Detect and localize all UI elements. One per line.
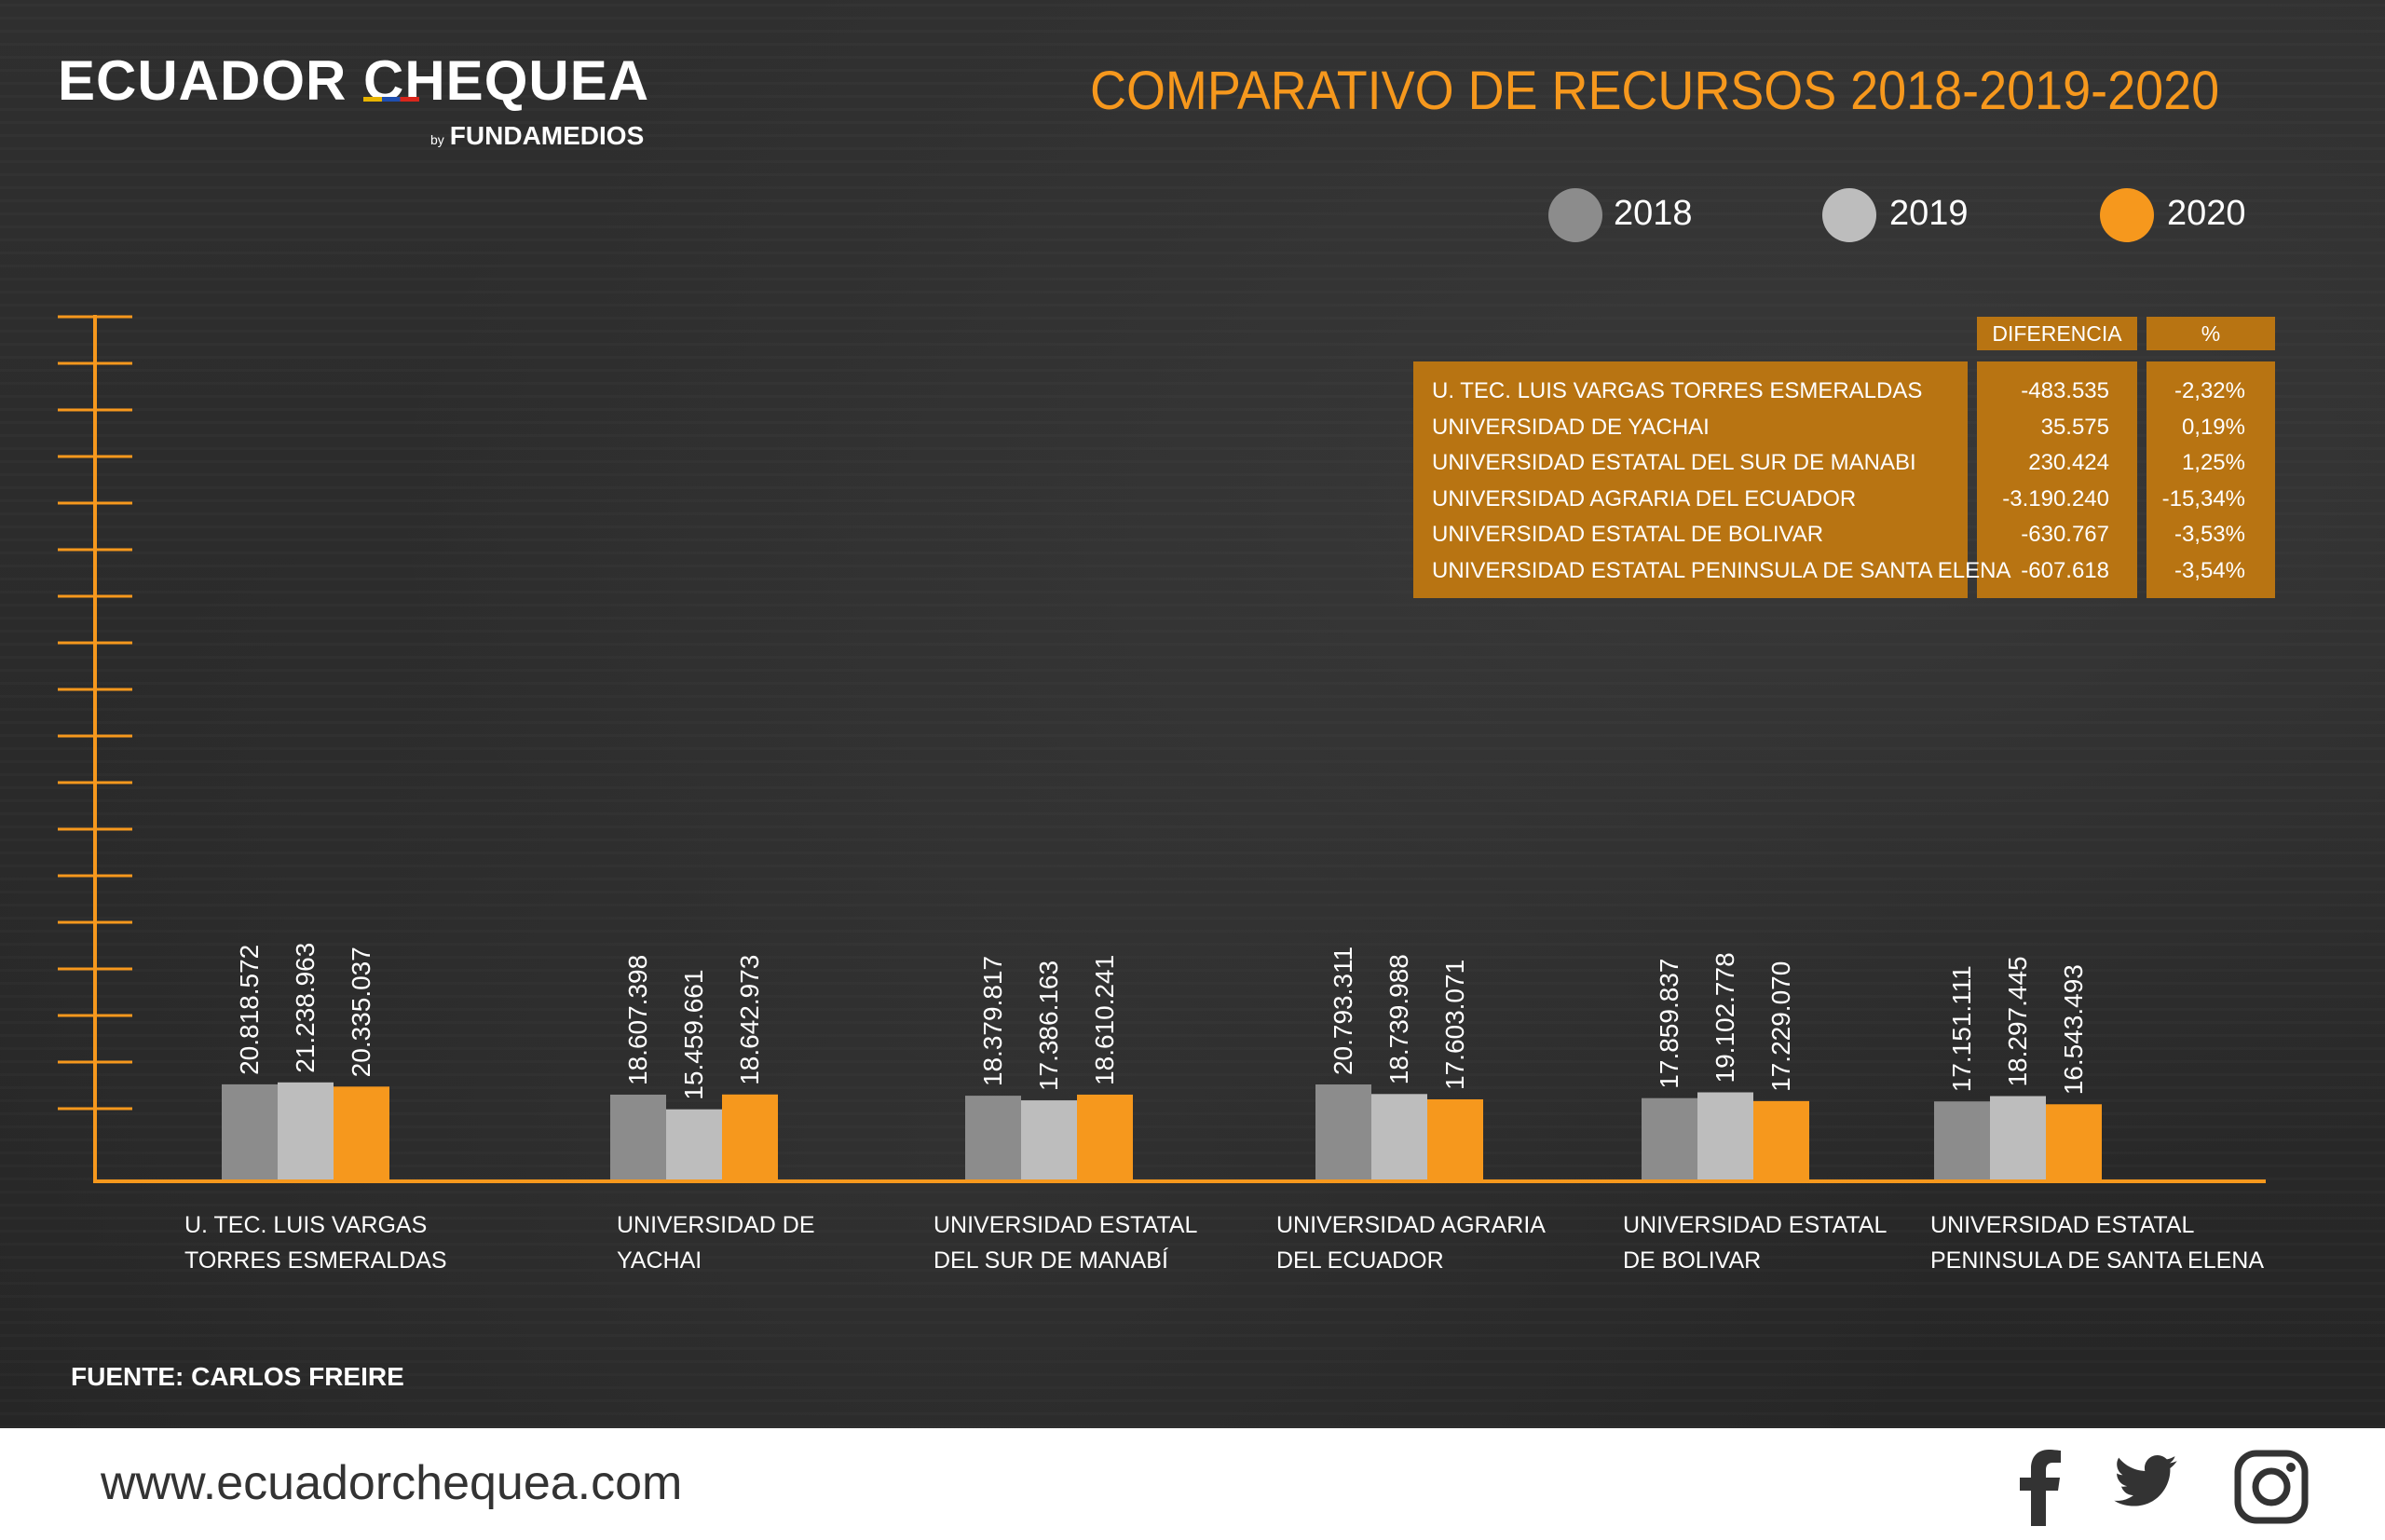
bar-2019 [278,1082,334,1181]
table-row-diff: -3.190.240 [2002,485,2109,511]
legend-dot-2020 [2100,188,2154,242]
table-row-diff: 35.575 [2040,414,2109,440]
table-row-diff: -630.767 [2021,522,2109,547]
category-label: U. TEC. LUIS VARGAS TORRES ESMERALDAS [184,1212,447,1274]
table-row-pct: 0,19% [2181,414,2245,440]
table-pct-box [2146,361,2275,598]
bar-value-label: 18.610.241 [1090,955,1119,1085]
bar-value-label: 20.793.311 [1329,947,1357,1075]
category-label: UNIVERSIDAD ESTATAL DE BOLIVAR [1623,1212,1888,1274]
bar-2020 [1427,1098,1483,1181]
bar-value-label: 18.739.988 [1384,954,1413,1084]
table-row-name: UNIVERSIDAD ESTATAL DEL SUR DE MANABI [1432,450,1916,475]
bar-value-label: 18.379.817 [978,956,1007,1086]
bar-2020 [1753,1100,1809,1181]
bar-2018 [610,1094,666,1181]
table-row-name: UNIVERSIDAD ESTATAL DE BOLIVAR [1432,522,1824,547]
bar-value-label: 16.543.493 [2059,964,2088,1095]
bar-chart: 20.818.572 18.607.398 18.379.817 20.793.311… [58,315,2266,1183]
website-link[interactable]: www.ecuadorchequea.com [101,1456,683,1510]
legend-label-2019: 2019 [1889,194,1969,233]
bar-value-label: 20.335.037 [347,947,375,1077]
bar-2018 [222,1083,278,1181]
bar-value-label: 18.607.398 [623,955,652,1085]
bar-value-label: 19.102.778 [1710,952,1739,1083]
table-row-name: UNIVERSIDAD ESTATAL PENINSULA DE SANTA E… [1432,557,2011,583]
table-row-pct: -2,32% [2174,378,2245,403]
bar-value-label: 17.229.070 [1766,961,1795,1092]
category-label: UNIVERSIDAD ESTATAL DEL SUR DE MANABÍ [934,1212,1198,1274]
table-diff-box [1977,361,2137,598]
bar-value-label: 18.297.445 [2003,956,2032,1086]
bar-2018 [965,1096,1021,1181]
brand-logo: ECUADOR CHEQUEA [58,49,650,112]
bar-2020 [2046,1104,2102,1181]
bar-2018 [1934,1101,1990,1181]
bar-value-label: 18.642.973 [735,955,764,1085]
bar-2020 [1077,1094,1133,1181]
bar-value-label: 17.859.837 [1655,959,1683,1089]
brand-byline: by FUNDAMEDIOS [430,121,645,150]
table-row-name: U. TEC. LUIS VARGAS TORRES ESMERALDAS [1432,378,1923,403]
footer-bar [0,1428,2385,1540]
bar-2020 [722,1094,778,1181]
instagram-icon[interactable] [2234,1450,2309,1524]
bar-2019 [1371,1094,1427,1181]
bar-2018 [1642,1097,1697,1181]
bar-2019 [1990,1096,2046,1181]
facebook-icon[interactable] [2009,1446,2074,1526]
category-label: UNIVERSIDAD DE YACHAI [617,1212,815,1274]
bar-2019 [666,1109,722,1181]
table-row-pct: -3,54% [2174,557,2245,583]
table-header-pct: % [2146,317,2275,350]
bar-value-label: 21.238.963 [291,943,320,1073]
table-row-diff: -607.618 [2021,557,2109,583]
twitter-icon[interactable] [2113,1455,2178,1513]
bar-value-label: 17.603.071 [1440,960,1469,1090]
bar-value-label: 17.151.111 [1947,965,1976,1092]
legend-label-2020: 2020 [2167,194,2246,233]
newspaper-background [0,0,2385,1428]
table-row-name: UNIVERSIDAD DE YACHAI [1432,414,1710,440]
table-names-box [1413,361,1968,598]
category-label: UNIVERSIDAD ESTATAL PENINSULA DE SANTA EL… [1930,1212,2264,1274]
source-note: FUENTE: CARLOS FREIRE [71,1362,404,1391]
legend-label-2018: 2018 [1614,194,1693,233]
bar-value-label: 17.386.163 [1034,961,1063,1091]
bar-2019 [1697,1092,1753,1181]
table-row-pct: 1,25% [2181,450,2245,475]
table-row-pct: -3,53% [2174,522,2245,547]
table-row-diff: -483.535 [2021,378,2109,403]
chart-title: COMPARATIVO DE RECURSOS 2018-2019-2020 [1090,61,2220,121]
bar-value-label: 20.818.572 [235,945,264,1075]
table-header-diff: DIFERENCIA [1977,317,2137,350]
brand-flag-stripe [363,97,419,102]
legend-dot-2018 [1548,188,1602,242]
bar-2019 [1021,1100,1077,1181]
legend-dot-2019 [1822,188,1876,242]
category-label: UNIVERSIDAD AGRARIA DEL ECUADOR [1276,1212,1546,1274]
bar-2020 [334,1086,389,1181]
table-row-pct: -15,34% [2161,485,2245,511]
table-row-name: UNIVERSIDAD AGRARIA DEL ECUADOR [1432,485,1857,511]
bar-value-label: 15.459.661 [679,970,708,1100]
table-row-diff: 230.424 [2028,450,2109,475]
bar-2018 [1315,1084,1371,1181]
